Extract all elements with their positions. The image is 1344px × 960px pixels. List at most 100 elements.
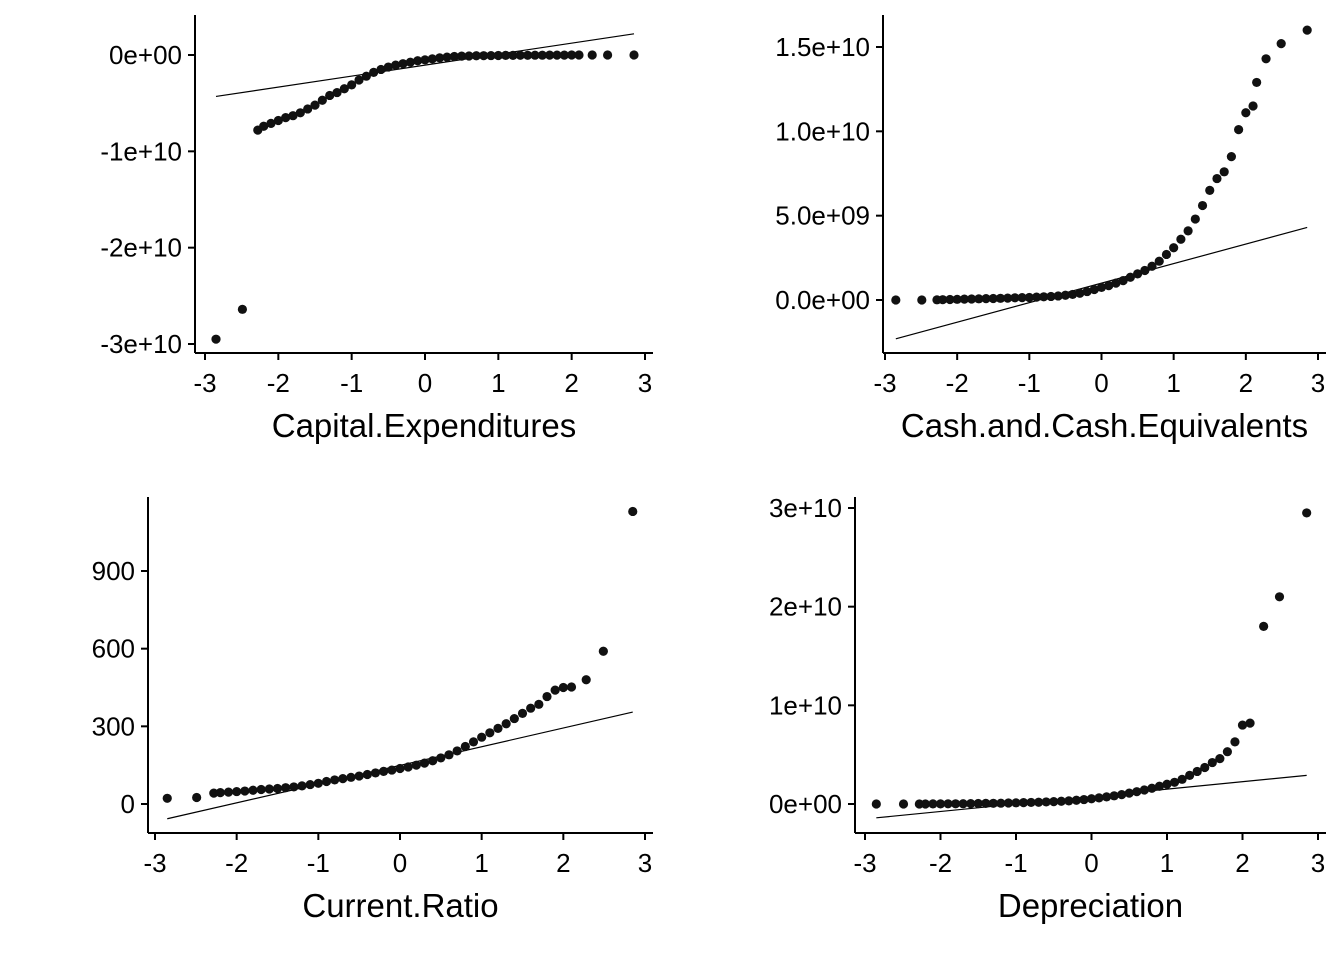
- qq-point: [628, 506, 638, 517]
- qq-point: [1089, 284, 1099, 295]
- qq-point: [387, 765, 397, 775]
- qq-point: [951, 799, 961, 809]
- y-tick-label: 3e+10: [769, 493, 842, 523]
- qq-point: [898, 799, 909, 809]
- y-tick-label: 0: [121, 789, 135, 819]
- qq-point: [1010, 293, 1020, 303]
- qq-point: [1026, 797, 1036, 808]
- x-axis-label: Capital.Expenditures: [272, 407, 577, 444]
- x-tick-label: 2: [1239, 368, 1253, 398]
- qq-point: [237, 304, 247, 314]
- qq-point: [383, 62, 393, 72]
- y-tick-label: 900: [92, 556, 135, 586]
- qq-point: [192, 792, 202, 803]
- qq-point: [321, 776, 332, 787]
- qq-point: [515, 50, 525, 60]
- qq-point: [967, 294, 977, 304]
- qq-point: [891, 295, 901, 305]
- qq-point: [264, 784, 274, 794]
- qq-point: [379, 766, 389, 776]
- qq-point: [981, 798, 991, 809]
- qq-point: [248, 785, 258, 795]
- y-tick-label: 1.0e+10: [775, 116, 870, 146]
- qq-point: [1132, 269, 1143, 279]
- qq-point: [303, 104, 313, 114]
- qq-point: [530, 50, 540, 60]
- panel-depreciation: 0e+00 1e+10 2e+10 3e+10 -3 -2 -1 0 1 2 3 Depreciati…: [769, 493, 1326, 924]
- qq-point: [952, 294, 962, 304]
- x-tick-label: 0: [418, 368, 432, 398]
- qq-point: [1169, 777, 1180, 787]
- qq-point: [1230, 737, 1240, 747]
- qq-point: [376, 64, 386, 75]
- y-tick-label: 300: [92, 711, 135, 741]
- qq-point: [297, 781, 307, 791]
- qq-point: [162, 793, 172, 803]
- qq-point: [1117, 790, 1127, 800]
- x-tick-label: 1: [1166, 368, 1180, 398]
- qq-point: [558, 682, 568, 693]
- x-tick-label: 2: [556, 848, 570, 878]
- qq-point: [1046, 291, 1056, 302]
- qq-point: [509, 713, 519, 724]
- qq-point: [370, 768, 381, 778]
- x-tick-label: 0: [1094, 368, 1108, 398]
- qq-point: [330, 775, 340, 785]
- qq-point: [1237, 720, 1248, 730]
- qq-point: [1049, 797, 1059, 807]
- panel-capital-expenditures: 0e+00 -1e+10 -2e+10 -3e+10 -3 -2 -1 0 1 2 3 Capital…: [100, 15, 653, 444]
- qq-point: [1034, 797, 1044, 807]
- qq-point: [587, 50, 597, 60]
- qq-point: [471, 51, 481, 61]
- qq-point: [346, 772, 356, 782]
- qq-point: [435, 53, 445, 63]
- x-tick-label: 2: [1235, 848, 1249, 878]
- qq-point: [988, 798, 998, 808]
- qq-point: [1118, 276, 1128, 286]
- qq-point: [369, 67, 379, 77]
- qq-point: [959, 294, 969, 304]
- qq-point: [1125, 272, 1135, 282]
- qq-point: [295, 108, 305, 118]
- qq-point: [1259, 621, 1269, 632]
- qq-point: [1261, 54, 1271, 64]
- qq-point: [310, 100, 320, 110]
- y-tick-label: 5.0e+09: [775, 201, 870, 231]
- x-tick-label: -3: [193, 368, 216, 398]
- qq-point: [1241, 108, 1251, 118]
- qq-point: [1252, 77, 1262, 88]
- qq-point: [1248, 101, 1258, 111]
- qq-point: [996, 798, 1006, 808]
- qq-point: [468, 737, 479, 747]
- qq-point: [958, 799, 968, 809]
- qq-point: [1274, 592, 1285, 602]
- x-tick-label: -2: [267, 368, 290, 398]
- x-tick-label: 1: [491, 368, 505, 398]
- x-tick-label: -3: [853, 848, 876, 878]
- qq-point: [289, 782, 299, 792]
- qq-point: [945, 294, 955, 305]
- qq-point: [361, 71, 371, 81]
- qq-point: [566, 682, 577, 692]
- qq-point: [1234, 125, 1244, 135]
- qq-point: [1161, 249, 1172, 260]
- x-tick-label: -1: [1018, 368, 1041, 398]
- qq-point: [1205, 185, 1215, 195]
- qq-point: [1068, 289, 1078, 300]
- qq-point: [1140, 265, 1150, 276]
- x-axis-label: Cash.and.Cash.Equivalents: [901, 407, 1308, 444]
- y-tick-label: 0.0e+00: [775, 285, 870, 315]
- qq-point: [1071, 795, 1081, 805]
- qq-point: [1003, 798, 1014, 808]
- qq-point: [1219, 167, 1229, 177]
- qq-point: [288, 111, 298, 121]
- x-tick-label: 3: [638, 368, 652, 398]
- qq-point: [1197, 200, 1208, 211]
- qq-point: [411, 760, 421, 770]
- qq-point: [1086, 794, 1097, 804]
- qq-point: [1200, 762, 1210, 773]
- qq-point: [1222, 747, 1232, 757]
- qq-point: [317, 95, 327, 105]
- qq-point: [1147, 261, 1157, 271]
- qq-point: [1154, 781, 1165, 791]
